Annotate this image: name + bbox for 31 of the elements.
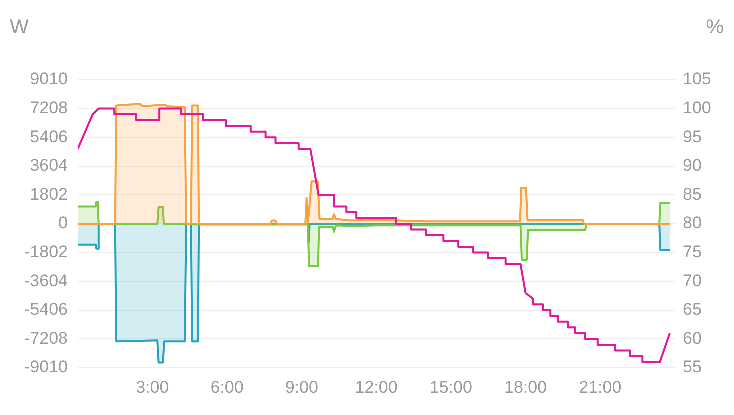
x-tick-label: 3:00	[136, 378, 170, 397]
y2-tick-label: 95	[683, 127, 702, 146]
y-tick-label: -5406	[24, 300, 68, 320]
y-tick-label: -1802	[24, 242, 68, 262]
y-tick-label: 3604	[30, 156, 68, 176]
x-tick-label: 9:00	[285, 378, 318, 397]
y-tick-label: 0	[58, 214, 68, 233]
y2-tick-label: 70	[683, 271, 702, 290]
x-tick-label: 15:00	[430, 378, 472, 397]
y2-axis-title: %	[706, 16, 724, 39]
x-tick-label: 21:00	[579, 378, 622, 397]
y-tick-label: 1802	[30, 184, 68, 204]
y2-tick-label: 75	[683, 242, 702, 262]
y-axis-title: W	[10, 16, 29, 39]
y-tick-label: 5406	[30, 127, 68, 146]
y2-tick-label: 105	[683, 70, 712, 89]
y2-tick-label: 65	[683, 300, 702, 320]
x-tick-label: 18:00	[504, 378, 548, 397]
y2-tick-label: 90	[683, 156, 702, 176]
y2-tick-label: 80	[683, 214, 702, 233]
y-tick-label: -9010	[24, 358, 68, 377]
y2-tick-label: 60	[683, 328, 702, 348]
y2-tick-label: 55	[683, 358, 702, 377]
y-tick-label: -7208	[24, 328, 68, 348]
y2-tick-label: 85	[683, 184, 702, 204]
x-tick-label: 12:00	[355, 378, 398, 397]
x-tick-label: 6:00	[210, 378, 244, 397]
y-tick-label: -3604	[24, 271, 68, 290]
y-tick-label: 9010	[30, 70, 68, 89]
y2-tick-label: 100	[683, 98, 712, 118]
y-tick-label: 7208	[30, 98, 68, 118]
